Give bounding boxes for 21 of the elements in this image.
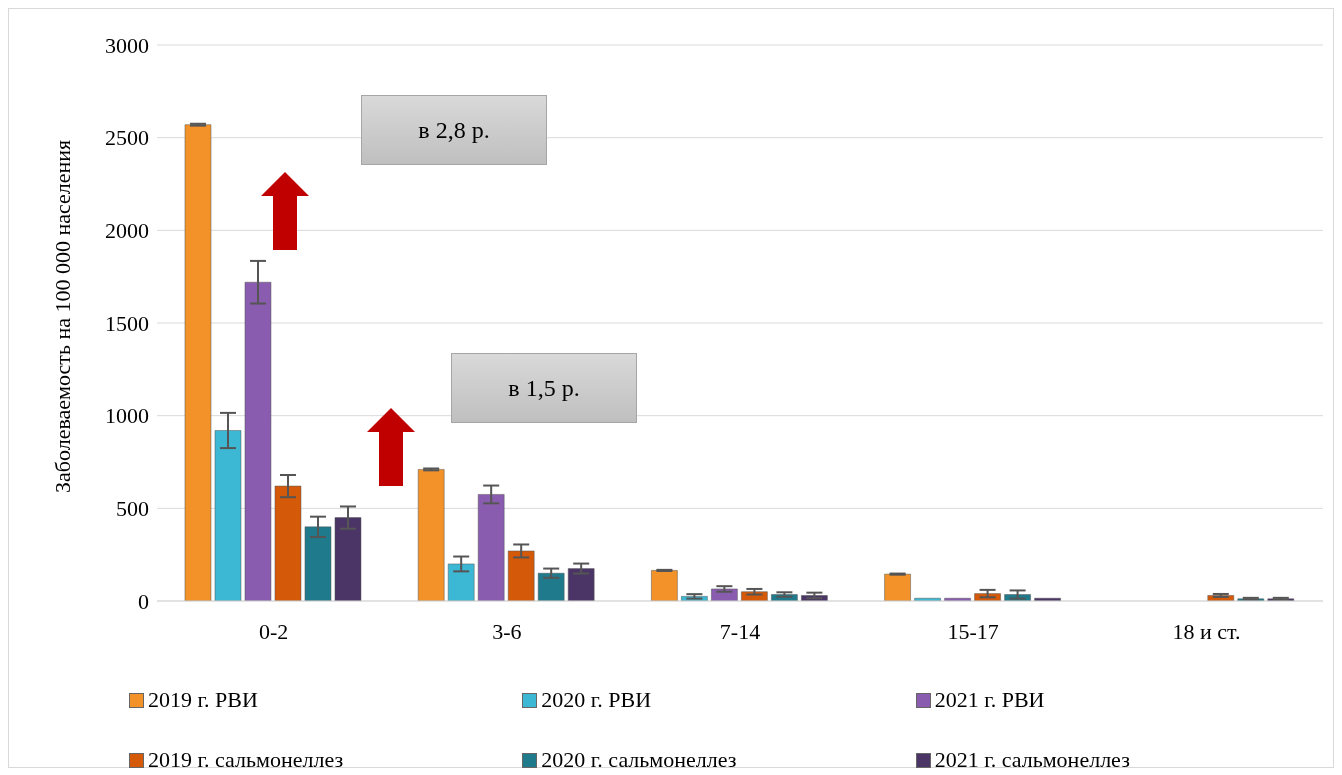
legend-label: 2021 г. сальмонеллез [934, 747, 1130, 773]
x-tick-label: 3-6 [492, 618, 522, 644]
legend-label: 2020 г. сальмонеллез [541, 747, 737, 773]
callout-box: в 1,5 р. [451, 353, 637, 423]
callout-box: в 2,8 р. [361, 95, 547, 165]
legend-label: 2020 г. РВИ [541, 687, 652, 713]
x-tick-label: 15-17 [947, 618, 999, 644]
y-tick-label: 1000 [105, 403, 149, 429]
x-tick-label: 7-14 [719, 618, 761, 644]
y-tick-label: 2000 [105, 218, 149, 244]
x-tick-label: 18 и ст. [1172, 618, 1241, 644]
y-tick-label: 500 [116, 496, 149, 522]
y-tick-label: 1500 [105, 310, 149, 336]
y-axis-title: Заболеваемость на 100 000 населения [49, 139, 75, 493]
legend-label: 2019 г. РВИ [148, 687, 258, 713]
legend-label: 2019 г. сальмонеллез [148, 747, 344, 773]
x-tick-label: 0-2 [258, 618, 289, 644]
y-tick-label: 2500 [105, 125, 149, 151]
y-tick-label: 3000 [105, 32, 149, 58]
legend-label: 2021 г. РВИ [934, 687, 1045, 713]
y-tick-label: 0 [138, 588, 149, 614]
